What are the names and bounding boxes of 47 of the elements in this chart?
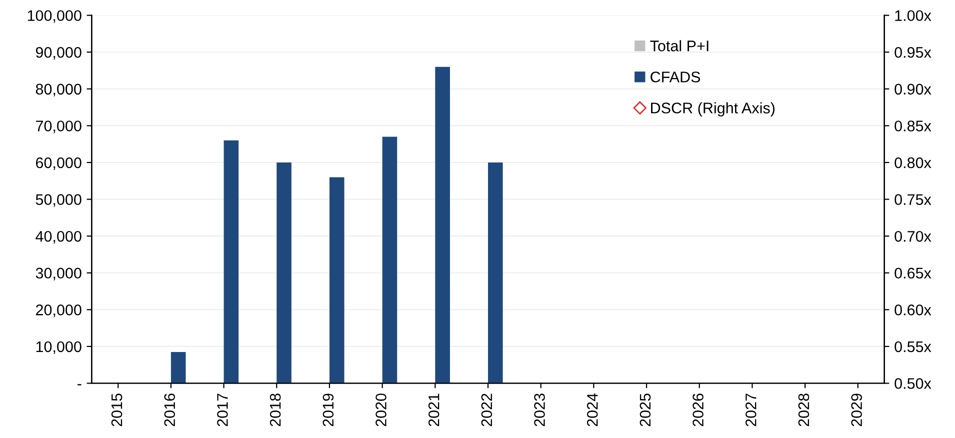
- x-tick-label: 2024: [586, 393, 598, 426]
- y2-tick-label: 0.85x: [894, 120, 932, 132]
- x-tick-label: 2025: [640, 394, 651, 426]
- y2-tick-label: 0.55x: [894, 341, 932, 352]
- y-tick-label: 10,000: [36, 341, 82, 354]
- legend-label: CFADS: [650, 72, 700, 82]
- x-tick-label: 2029: [851, 394, 862, 426]
- bar: [329, 177, 344, 384]
- x-tick-label: 2022: [481, 394, 492, 426]
- x-tick-label: 2017: [217, 394, 228, 426]
- bar: [488, 162, 503, 384]
- legend-label: Total P+I: [650, 40, 708, 52]
- y-tick-label: 30,000: [36, 268, 82, 280]
- x-tick-label: 2019: [322, 394, 334, 426]
- bar: [170, 352, 186, 384]
- x-tick-label: 2015: [111, 394, 122, 426]
- y2-tick-label: 0.65x: [894, 268, 932, 279]
- y2-tick-label: 0.95x: [894, 46, 932, 58]
- y2-tick-label: 0.70x: [894, 230, 932, 242]
- y2-tick-label: 0.80x: [894, 157, 932, 168]
- y2-tick-label: 1.00x: [895, 10, 932, 22]
- x-tick-label: 2021: [428, 394, 440, 426]
- x-tick-label: 2016: [164, 394, 176, 426]
- y-tick-label: 90,000: [36, 46, 82, 60]
- x-tick-label: 2020: [376, 394, 386, 426]
- y-tick-label: 20,000: [36, 304, 82, 318]
- y2-tick-label: 0.75x: [894, 194, 932, 205]
- bar: [276, 162, 292, 384]
- x-tick-label: 2023: [534, 394, 545, 426]
- y-tick-label: 70,000: [36, 120, 82, 134]
- y2-tick-label: 0.60x: [894, 304, 932, 316]
- x-tick-label: 2026: [692, 394, 704, 426]
- y-tick-label: 40,000: [36, 230, 82, 244]
- x-tick-label: 2028: [798, 394, 810, 426]
- y-tick-label: 100,000: [28, 10, 82, 23]
- y-tick-label: 80,000: [36, 84, 82, 96]
- y-tick-label: 60,000: [36, 157, 82, 170]
- bar: [435, 66, 450, 384]
- x-tick-label: 2027: [746, 394, 756, 426]
- y2-tick-label: 0.50x: [894, 378, 932, 389]
- bar: [382, 136, 398, 384]
- bar: [224, 140, 239, 384]
- y-tick-label: -: [78, 384, 82, 386]
- y2-tick-label: 0.90x: [894, 84, 932, 95]
- y-tick-label: 50,000: [36, 194, 82, 207]
- x-tick-label: 2018: [270, 394, 281, 426]
- legend-label: DSCR (Right Axis): [651, 102, 775, 116]
